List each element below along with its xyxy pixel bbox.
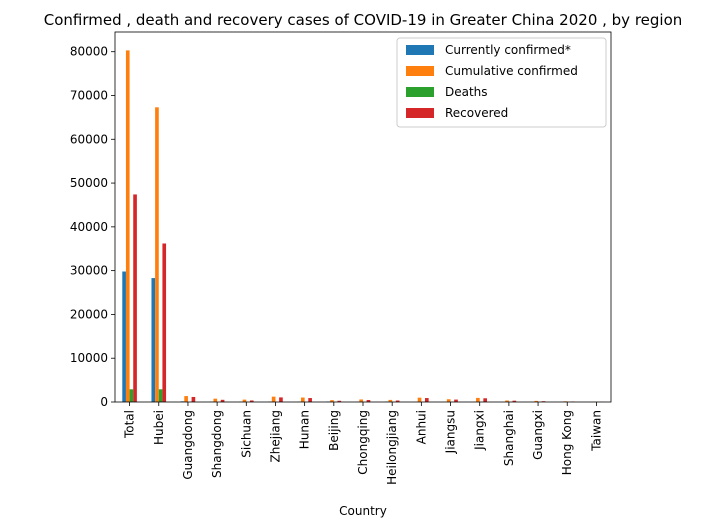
bar — [159, 389, 163, 402]
bar — [483, 398, 487, 402]
series-recovered — [133, 194, 603, 402]
x-axis-label: Country — [339, 504, 387, 518]
bar — [151, 278, 155, 402]
y-tick-label: 50000 — [70, 176, 108, 190]
y-tick-label: 80000 — [70, 45, 108, 59]
legend-label: Deaths — [445, 85, 488, 99]
legend-label: Recovered — [445, 106, 508, 120]
x-tick-label: Hong Kong — [560, 410, 574, 475]
legend-swatch — [406, 66, 434, 76]
x-tick-label: Zhejiang — [268, 410, 282, 462]
x-tick-label: Jiangxi — [473, 410, 487, 451]
legend-swatch — [406, 45, 434, 55]
x-tick-label: Taiwan — [589, 410, 603, 452]
y-tick-label: 30000 — [70, 264, 108, 278]
legend-swatch — [406, 87, 434, 97]
x-tick-label: Shangdong — [210, 410, 224, 478]
y-tick-label: 10000 — [70, 351, 108, 365]
y-tick-label: 20000 — [70, 307, 108, 321]
x-tick-label: Chongqing — [356, 410, 370, 475]
legend-label: Cumulative confirmed — [445, 64, 578, 78]
bar — [308, 398, 312, 402]
bar — [279, 397, 283, 402]
x-axis: Total Hubei Guangdong Shangdong Sichuan Zheji… — [123, 402, 604, 485]
bar — [272, 397, 276, 402]
bar — [126, 50, 130, 402]
bar — [162, 243, 166, 402]
x-tick-label: Beijing — [327, 410, 341, 451]
bar — [301, 398, 305, 402]
chart-title: Confirmed , death and recovery cases of … — [44, 11, 683, 29]
x-tick-label: Guangdong — [181, 410, 195, 480]
bar — [122, 272, 126, 402]
y-tick-label: 0 — [100, 395, 108, 409]
bar — [192, 397, 196, 402]
bar — [184, 396, 188, 402]
bar — [418, 398, 422, 402]
bar — [133, 194, 137, 402]
y-axis: 0 10000 20000 30000 40000 50000 60000 70000 8000… — [70, 45, 115, 409]
bar — [130, 389, 134, 402]
x-tick-label: Hunan — [298, 410, 312, 449]
bar — [425, 398, 429, 402]
legend-swatch — [406, 108, 434, 118]
bar — [447, 399, 451, 402]
x-tick-label: Total — [123, 410, 137, 439]
bar — [213, 399, 217, 402]
x-tick-label: Shanghai — [502, 410, 516, 466]
x-tick-label: Sichuan — [239, 410, 253, 458]
bar — [476, 398, 480, 402]
x-tick-label: Jiangsu — [444, 410, 458, 454]
x-tick-label: Anhui — [414, 410, 428, 444]
series-deaths — [130, 389, 600, 402]
y-tick-label: 70000 — [70, 88, 108, 102]
x-tick-label: Hubei — [152, 410, 166, 445]
x-tick-label: Guangxi — [531, 410, 545, 460]
legend-label: Currently confirmed* — [445, 43, 571, 57]
bar — [155, 107, 159, 402]
y-tick-label: 60000 — [70, 132, 108, 146]
series-currently-confirmed — [122, 272, 592, 402]
x-tick-label: Heilongjiang — [385, 410, 399, 485]
legend: Currently confirmed* Cumulative confirmed… — [397, 38, 606, 127]
y-tick-label: 40000 — [70, 220, 108, 234]
